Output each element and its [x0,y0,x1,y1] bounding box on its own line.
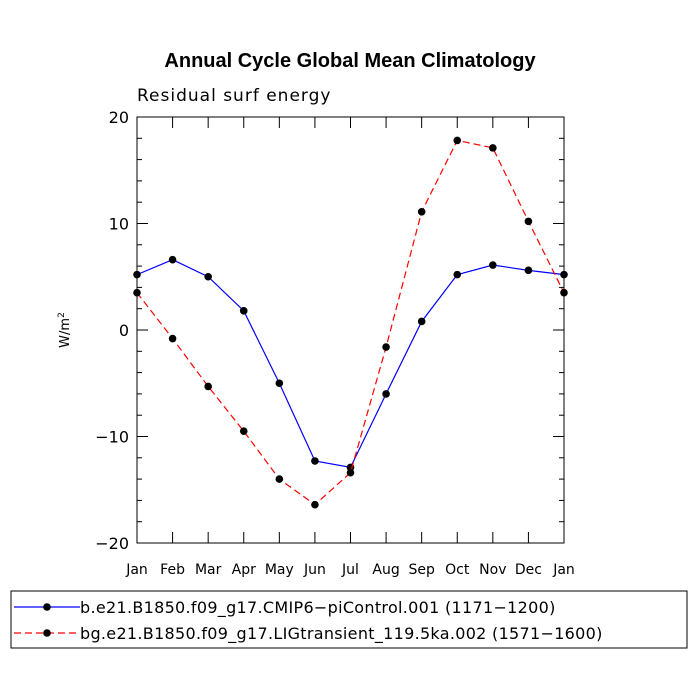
series-2-point [489,144,497,152]
y-axis-label-text: W/m [58,318,73,348]
series-2-point [346,468,355,477]
legend-entry-1: b.e21.B1850.f09_g17.CMIP6−piControl.001 … [80,598,556,618]
series-1-point [275,379,284,388]
series-1-point [560,270,568,279]
series-line-2 [136,139,565,506]
x-tick-label: Jan [125,562,148,578]
y-tick-label: −20 [95,534,129,553]
x-tick-label: Mar [195,562,222,578]
x-tick-label: Jan [552,562,575,578]
x-tick-label: Jun [303,562,326,578]
y-tick-label: 20 [109,108,129,127]
y-tick-label: 0 [119,321,129,340]
x-tick-label: Apr [232,562,256,578]
series-2-point [560,288,568,297]
x-tick-label: Oct [445,562,470,578]
series-2-point [382,343,390,351]
series-2-point [417,207,426,216]
y-axis-label-superscript: 2 [57,312,67,318]
legend-marker-1 [43,603,51,611]
y-axis-label: W/m2 [57,312,73,348]
series-1-point [168,255,177,264]
legend-entry-2: bg.e21.B1850.f09_g17.LIGtransient_119.5k… [80,624,603,644]
series-1-point [489,261,497,269]
series-2-point [168,334,177,343]
series-1-point [417,317,426,326]
x-tick-label: Jul [341,562,359,578]
svg-text:W/m2: W/m2 [57,312,73,348]
y-tick-label: −10 [95,428,129,447]
series-2-point [275,475,284,483]
y-tick-label: 10 [109,215,129,234]
x-tick-label: Aug [372,562,399,578]
x-tick-label: Sep [408,562,435,578]
series-1-point [311,457,319,465]
series-2-point [524,217,533,226]
series-1-point [382,390,390,398]
x-tick-label: Nov [479,562,506,578]
series-2-point [311,500,319,509]
series-layer [133,136,568,509]
chart-title: Annual Cycle Global Mean Climatology [164,50,536,72]
series-2-point [239,427,248,435]
series-1-point [133,270,141,279]
x-tick-label: Dec [515,562,542,578]
chart-subtitle: Residual surf energy [137,86,331,106]
plot-frame [136,116,565,544]
legend-box [10,590,688,649]
series-2-point [204,382,212,391]
series-1-point [453,270,462,279]
series-1-point [204,272,212,281]
series-line-1 [136,259,565,469]
plot-area: −20 −10 0 10 20 Jan Feb Mar Apr May Jun Jul Aug Sep Oc… [95,108,575,578]
series-2-point [133,288,141,297]
series-1-point [239,307,248,315]
series-2-point [453,136,462,145]
series-1-point [524,266,533,275]
x-tick-label: Feb [160,562,185,578]
legend-marker-2 [43,629,51,637]
legend: b.e21.B1850.f09_g17.CMIP6−piControl.001 … [10,590,688,649]
x-tick-label: May [265,562,294,578]
